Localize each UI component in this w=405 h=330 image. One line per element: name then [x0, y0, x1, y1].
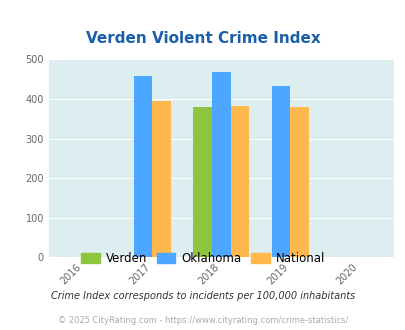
Bar [193, 107, 211, 257]
Text: Crime Index corresponds to incidents per 100,000 inhabitants: Crime Index corresponds to incidents per… [51, 291, 354, 301]
Bar [290, 107, 308, 257]
Text: Verden Violent Crime Index: Verden Violent Crime Index [85, 31, 320, 46]
Bar [271, 86, 290, 257]
Text: © 2025 CityRating.com - https://www.cityrating.com/crime-statistics/: © 2025 CityRating.com - https://www.city… [58, 316, 347, 325]
Legend: Verden, Oklahoma, National: Verden, Oklahoma, National [76, 247, 329, 270]
Bar [230, 106, 249, 257]
Bar [152, 101, 171, 257]
Bar [133, 76, 152, 257]
Bar [211, 73, 230, 257]
